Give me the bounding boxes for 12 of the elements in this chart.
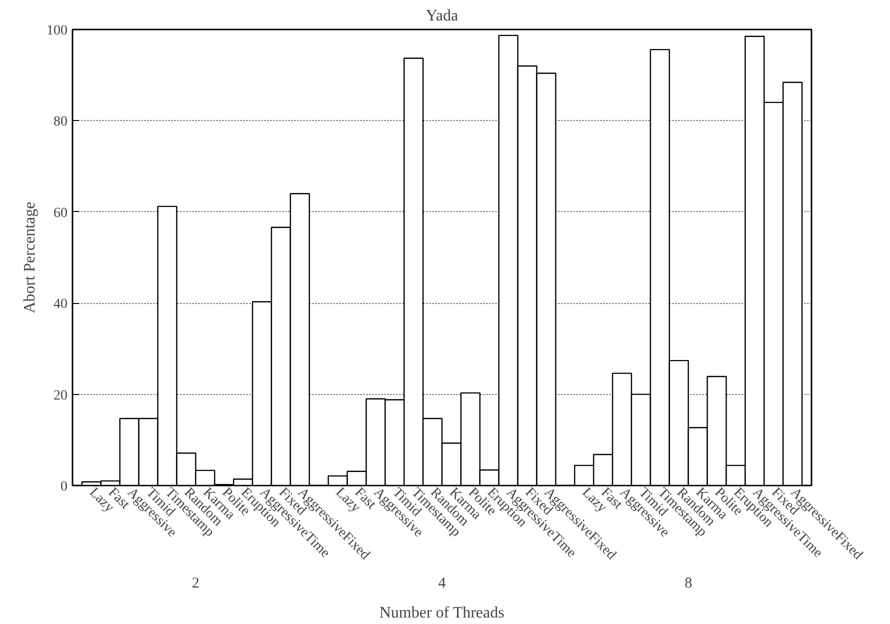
- y-tick-label: 100: [46, 24, 68, 38]
- text: 4: [438, 576, 446, 592]
- y-tick-label: 0: [60, 480, 68, 494]
- x-axis-title: Number of Threads: [379, 604, 504, 622]
- text: 2: [192, 576, 200, 592]
- y-tick-label: 80: [54, 114, 68, 130]
- y-tick-label: 20: [54, 388, 68, 404]
- y-axis-title: Abort Percentage: [22, 202, 38, 314]
- y-tick-label: 40: [54, 297, 68, 312]
- y-tick-label: 60: [54, 206, 68, 221]
- chart-title: Yada: [426, 8, 458, 24]
- text: 8: [684, 576, 692, 592]
